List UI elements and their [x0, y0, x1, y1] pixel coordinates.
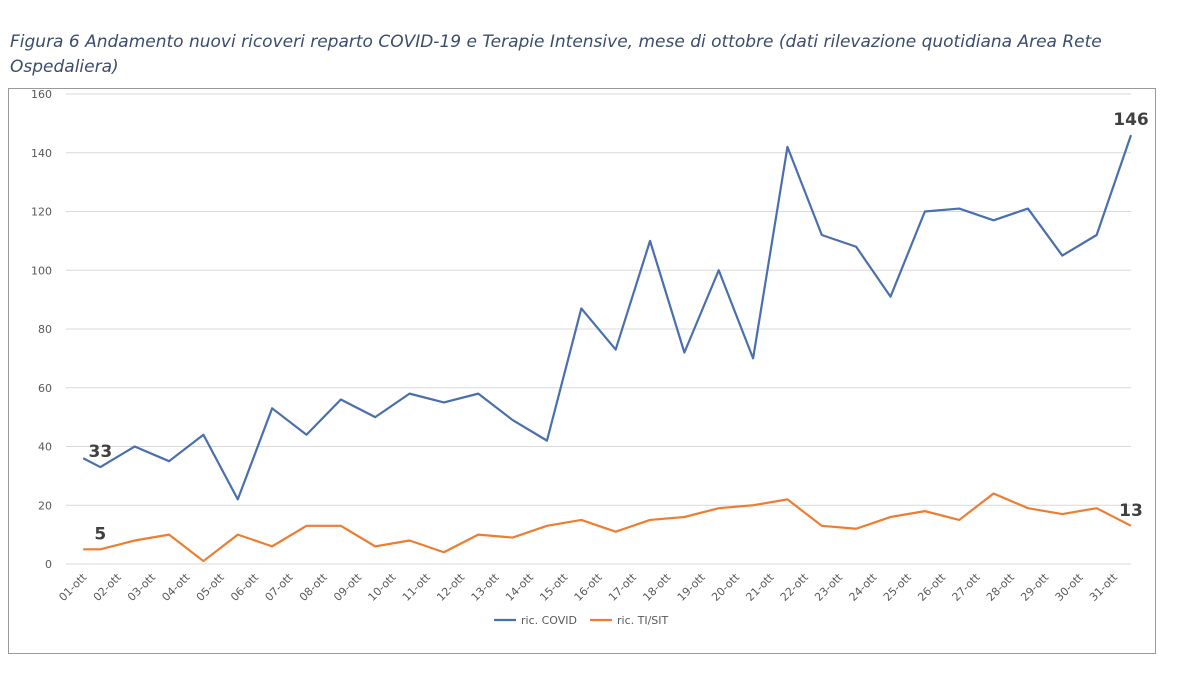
series-line-1 — [83, 492, 1132, 563]
legend: ric. COVID ric. TI/SIT — [494, 614, 669, 627]
y-tick-label: 140 — [31, 147, 52, 160]
x-tick-label: 05-ott — [194, 570, 227, 603]
x-tick-label: 10-ott — [366, 570, 399, 603]
x-tick-label: 23-ott — [812, 570, 845, 603]
x-tick-label: 29-ott — [1018, 570, 1051, 603]
y-axis-ticks: 0 20 40 60 80 100 120 140 160 — [31, 88, 52, 571]
x-tick-label: 11-ott — [400, 570, 433, 603]
x-tick-label: 19-ott — [675, 570, 708, 603]
y-tick-label: 80 — [38, 323, 52, 336]
x-tick-label: 20-ott — [709, 570, 742, 603]
legend-label: ric. TI/SIT — [617, 614, 669, 627]
data-label: 146 — [1113, 110, 1149, 130]
x-tick-label: 18-ott — [640, 570, 673, 603]
data-labels: 33 5 146 13 — [89, 110, 1149, 544]
x-tick-label: 14-ott — [503, 570, 536, 603]
legend-label: ric. COVID — [521, 614, 577, 627]
data-label: 13 — [1119, 501, 1143, 521]
y-tick-label: 60 — [38, 382, 52, 395]
figure-caption: Figura 6 Andamento nuovi ricoveri repart… — [10, 32, 1102, 77]
x-tick-label: 26-ott — [915, 570, 948, 603]
x-tick-label: 12-ott — [434, 570, 467, 603]
x-tick-label: 03-ott — [125, 570, 158, 603]
x-tick-label: 30-ott — [1053, 570, 1086, 603]
y-tick-label: 120 — [31, 206, 52, 219]
x-tick-label: 04-ott — [159, 570, 192, 603]
x-tick-label: 31-ott — [1087, 570, 1120, 603]
x-tick-label: 17-ott — [606, 570, 639, 603]
x-tick-label: 09-ott — [331, 570, 364, 603]
y-tick-label: 40 — [38, 441, 52, 454]
x-tick-label: 02-ott — [91, 570, 124, 603]
x-tick-label: 22-ott — [778, 570, 811, 603]
x-tick-label: 24-ott — [847, 570, 880, 603]
data-label: 5 — [94, 524, 106, 544]
x-tick-label: 06-ott — [228, 570, 261, 603]
x-tick-label: 01-ott — [56, 570, 89, 603]
x-tick-label: 13-ott — [469, 570, 502, 603]
y-tick-label: 0 — [45, 558, 52, 571]
x-tick-label: 07-ott — [263, 570, 296, 603]
x-axis-ticks: 01-ott 02-ott 03-ott 04-ott 05-ott 06-ott 07-o… — [56, 570, 1120, 603]
x-tick-label: 25-ott — [881, 570, 914, 603]
y-tick-label: 20 — [38, 499, 52, 512]
y-tick-label: 160 — [31, 88, 52, 101]
x-tick-label: 28-ott — [984, 570, 1017, 603]
x-tick-label: 15-ott — [537, 570, 570, 603]
x-tick-label: 08-ott — [297, 570, 330, 603]
x-tick-label: 27-ott — [950, 570, 983, 603]
gridlines — [66, 93, 1131, 565]
x-tick-label: 16-ott — [572, 570, 605, 603]
chart-frame — [8, 88, 1156, 654]
series-lines — [82, 134, 1133, 563]
series-line-0 — [82, 134, 1133, 501]
x-tick-label: 21-ott — [743, 570, 776, 603]
y-tick-label: 100 — [31, 264, 52, 277]
data-label: 33 — [89, 442, 113, 462]
